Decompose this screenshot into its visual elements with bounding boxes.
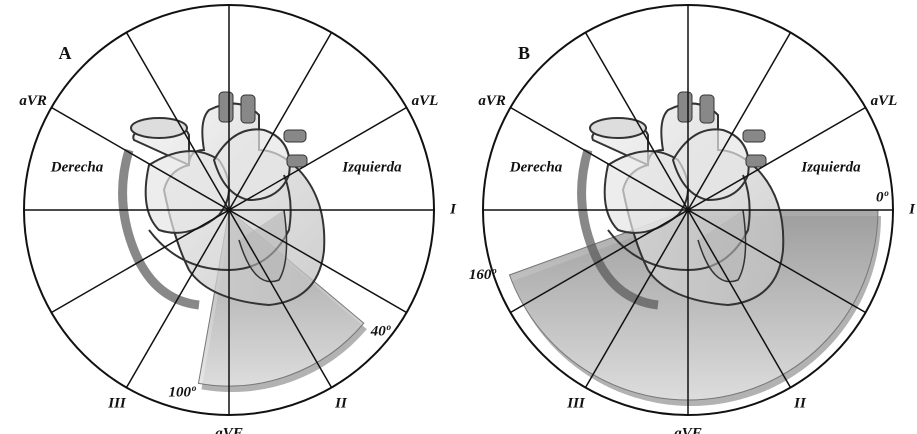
lead-label: III (566, 395, 586, 411)
lead-label: II (793, 395, 807, 411)
panel-label: B (518, 43, 530, 63)
lead-label: aVL (871, 93, 898, 109)
lead-label: III (107, 395, 127, 411)
panel-label: A (59, 43, 72, 63)
lead-label: I (908, 201, 916, 217)
angle-label: 0º (876, 189, 889, 205)
region-label: Derecha (50, 159, 104, 175)
lead-label: I (449, 201, 457, 217)
region-label: Izquierda (341, 159, 402, 175)
angle-label: 40º (370, 324, 391, 340)
lead-label: aVR (19, 93, 47, 109)
lead-label: aVR (478, 93, 506, 109)
angle-label: 160º (469, 267, 497, 283)
angle-label: 100º (169, 385, 197, 401)
lead-label: aVF (674, 425, 702, 434)
lead-label: aVL (412, 93, 439, 109)
lead-label: II (334, 395, 348, 411)
lead-label: aVF (215, 425, 243, 434)
region-label: Derecha (509, 159, 563, 175)
region-label: Izquierda (800, 159, 861, 175)
diagram: aVRaVLIIIaVFIIIDerechaIzquierdaA40º100ºa… (0, 0, 917, 434)
